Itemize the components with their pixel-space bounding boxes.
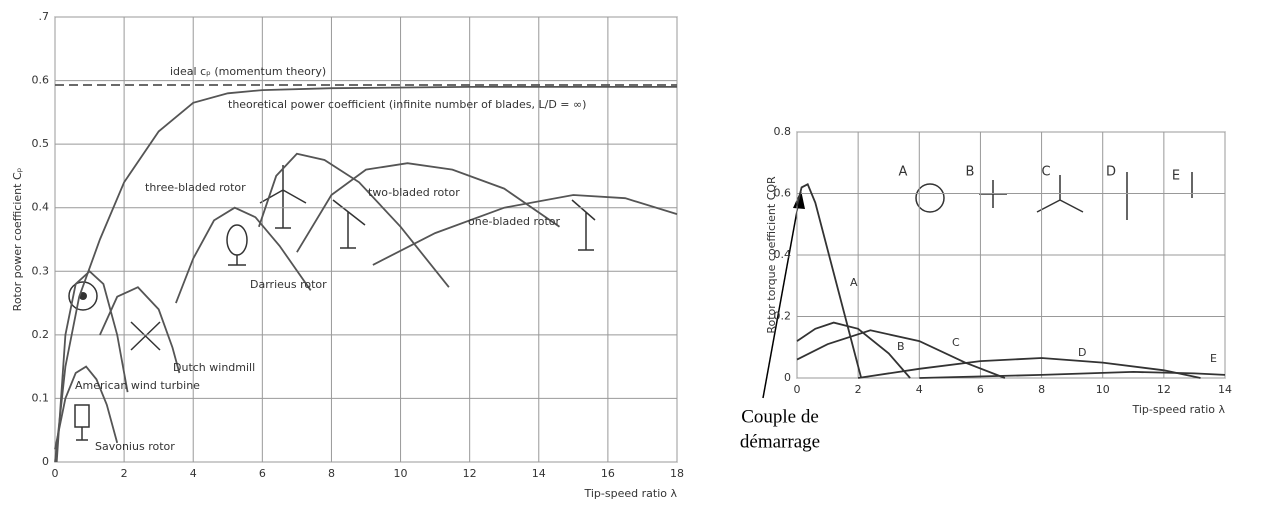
series-line (258, 152, 450, 288)
y-tick-label: 0.6 (32, 74, 50, 87)
series-line (54, 86, 677, 463)
x-tick-label: 12 (463, 467, 477, 480)
series-label: Savonius rotor (95, 440, 175, 453)
series-line (372, 194, 678, 266)
x-tick-label: 12 (1157, 383, 1171, 396)
series-label: American wind turbine (75, 379, 200, 392)
annotation: démarrage (740, 431, 820, 452)
icon-two-bladed (332, 199, 366, 249)
x-tick-label: 14 (1218, 383, 1232, 396)
plot-frame (54, 16, 678, 463)
y-tick-label: 0.2 (32, 328, 50, 341)
series-label: ideal cₚ (momentum theory) (170, 65, 326, 78)
x-tick-label: 16 (601, 467, 615, 480)
icon-a (915, 183, 945, 213)
series-line (796, 321, 911, 379)
y-tick-label: 0.5 (32, 137, 50, 150)
series-line (99, 286, 181, 374)
y-tick-label: 0.2 (774, 310, 792, 323)
y-tick-label: 0.6 (774, 187, 792, 200)
icon-label: E (1172, 169, 1180, 184)
y-tick-label: 0 (42, 455, 49, 468)
series-line (857, 357, 1201, 379)
x-tick-label: 10 (1096, 383, 1110, 396)
icon-label: A (899, 165, 908, 180)
series-label: D (1078, 346, 1086, 359)
icon-dutch (130, 321, 161, 351)
series-label: two-bladed rotor (368, 186, 460, 199)
icon-savonius (74, 404, 90, 428)
icon-label: D (1106, 165, 1116, 180)
y-tick-label: 0 (784, 371, 791, 384)
x-tick-label: 4 (916, 383, 923, 396)
series-line (919, 370, 1226, 379)
icon-multiblade (68, 281, 98, 311)
y-tick-label: 0.3 (32, 264, 50, 277)
x-tick-label: 2 (121, 467, 128, 480)
y-tick-label: 0.8 (774, 125, 792, 138)
y-axis-label: Rotor torque coefficient CQR (765, 176, 778, 334)
x-tick-label: 14 (532, 467, 546, 480)
series-label: one-bladed rotor (468, 215, 561, 228)
icon-c (1036, 175, 1084, 213)
series-label: Darrieus rotor (250, 278, 327, 291)
y-axis-label: Rotor power coefficient Cₚ (11, 167, 24, 311)
x-tick-label: 10 (394, 467, 408, 480)
series-label: A (850, 276, 858, 289)
icon-label: C (1041, 165, 1050, 180)
series-line (796, 329, 1006, 379)
series-line (296, 162, 561, 253)
x-tick-label: 6 (977, 383, 984, 396)
series-line (55, 270, 129, 463)
series-line (175, 206, 312, 304)
series-line (796, 183, 863, 379)
y-tick-label: 0.1 (32, 391, 50, 404)
series-label: B (897, 340, 905, 353)
icon-label: B (966, 165, 975, 180)
annotation: Couple de (741, 406, 819, 427)
y-tick-label: 0.4 (774, 248, 792, 261)
series-label: C (952, 336, 960, 349)
arrow-line (762, 199, 800, 399)
x-tick-label: 18 (670, 467, 684, 480)
series-line (54, 365, 119, 450)
icon-darrieus (226, 224, 248, 256)
icon-one-bladed (571, 199, 596, 251)
series-label: Dutch windmill (173, 361, 255, 374)
series-label: theoretical power coefficient (infinite … (228, 98, 586, 111)
x-tick-label: 8 (328, 467, 335, 480)
x-tick-label: 6 (259, 467, 266, 480)
y-tick-label: 0.4 (32, 201, 50, 214)
x-tick-label: 2 (855, 383, 862, 396)
y-tick-label: .7 (39, 10, 50, 23)
x-tick-label: 0 (52, 467, 59, 480)
x-axis-label: Tip-speed ratio λ (584, 487, 678, 500)
x-tick-label: 0 (794, 383, 801, 396)
icon-savonius-base (76, 427, 88, 441)
x-tick-label: 4 (190, 467, 197, 480)
series-label: E (1210, 352, 1217, 365)
x-axis-label: Tip-speed ratio λ (1132, 403, 1226, 416)
x-tick-label: 8 (1038, 383, 1045, 396)
icon-darrieus-base (228, 255, 246, 266)
icon-three-bladed (259, 165, 307, 229)
series-label: three-bladed rotor (145, 181, 246, 194)
